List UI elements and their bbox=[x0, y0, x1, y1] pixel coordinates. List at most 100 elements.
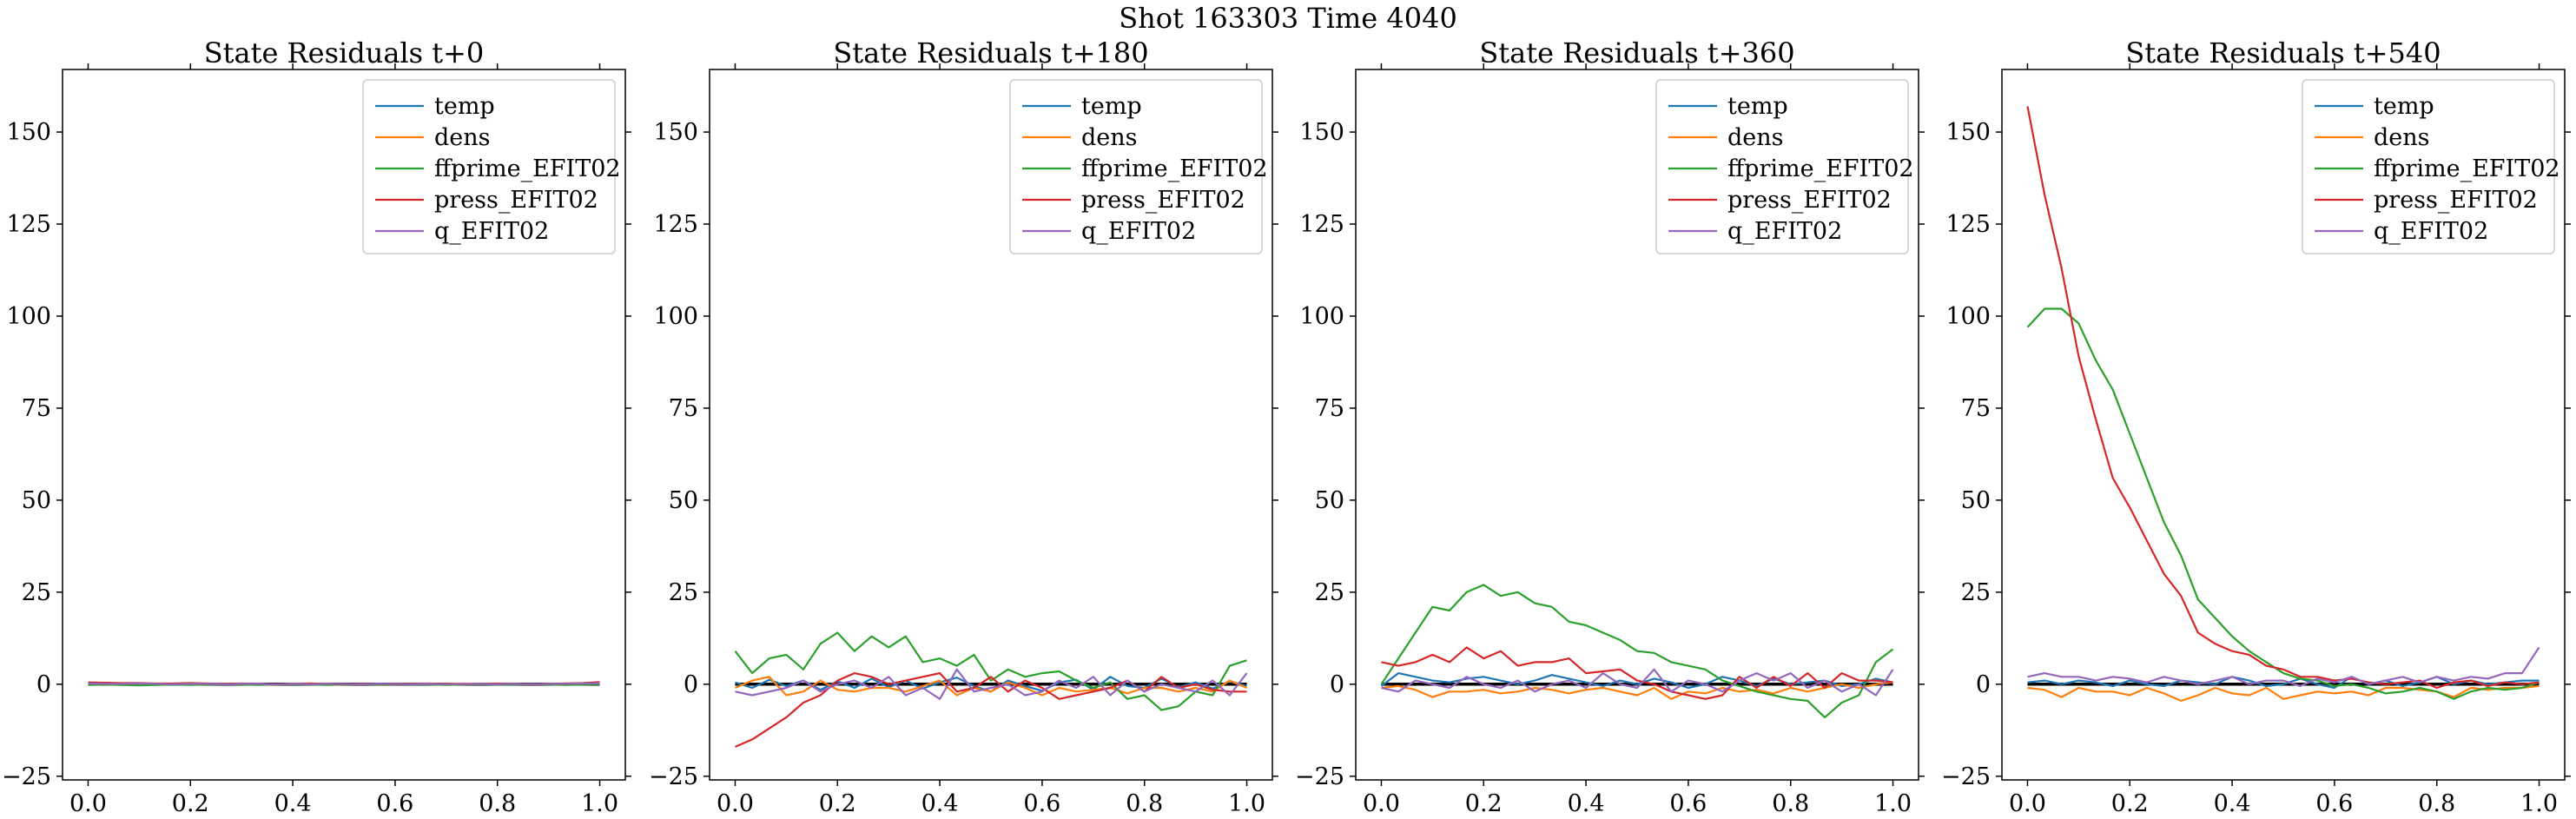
legend-label: temp bbox=[434, 93, 495, 120]
legend-label: dens bbox=[2374, 124, 2430, 151]
legend-label: q_EFIT02 bbox=[2374, 218, 2488, 245]
legend-label: dens bbox=[434, 124, 491, 151]
series-line-press-efit02 bbox=[2026, 106, 2540, 690]
y-tick-label: 0 bbox=[684, 671, 698, 698]
legend-box bbox=[2302, 79, 2555, 254]
series-line-dens bbox=[1381, 681, 1893, 700]
series-line-ffprime-efit02 bbox=[2026, 307, 2540, 700]
chart-title: State Residuals t+180 bbox=[833, 36, 1148, 69]
chart-title: State Residuals t+360 bbox=[1479, 36, 1794, 69]
x-tick-label: 0.6 bbox=[2315, 790, 2353, 817]
y-tick-label: 50 bbox=[1961, 487, 1991, 514]
legend-label: q_EFIT02 bbox=[1081, 218, 1196, 245]
x-tick-label: 0.4 bbox=[1568, 790, 1605, 817]
series-line-temp bbox=[2027, 676, 2540, 690]
x-tick-label: 0.0 bbox=[1363, 790, 1400, 817]
y-tick-label: −25 bbox=[2, 763, 51, 790]
chart-panel-3: State Residuals t+540 −25 0 25 50 75 100 125 150… bbox=[1941, 36, 2571, 817]
chart-panel-2: State Residuals t+360 −25 0 25 50 75 100 125 150… bbox=[1295, 36, 1925, 817]
x-tick-label: 0.8 bbox=[1126, 790, 1163, 817]
x-tick-label: 0.4 bbox=[274, 790, 312, 817]
y-tick-label: 25 bbox=[669, 579, 698, 606]
legend-label: temp bbox=[1081, 93, 1142, 120]
legend-box bbox=[362, 79, 616, 254]
y-tick-label: 125 bbox=[1299, 211, 1344, 238]
series-line-q-efit02 bbox=[1381, 668, 1894, 697]
x-tick-label: 0.2 bbox=[2111, 790, 2149, 817]
chart-panel-0: State Residuals t+0 −25 0 25 50 75 100 125 150 0.… bbox=[2, 36, 631, 817]
series-line-dens bbox=[735, 676, 1247, 697]
series-line-press-efit02 bbox=[735, 671, 1247, 748]
legend-label: ffprime_EFIT02 bbox=[2374, 155, 2560, 182]
legend: temp dens ffprime_EFIT02 press_EFIT02 q_EFIT… bbox=[1009, 79, 1268, 254]
legend-label: q_EFIT02 bbox=[434, 218, 549, 245]
y-tick-label: 100 bbox=[1945, 303, 1991, 330]
series-line-q-efit02 bbox=[735, 668, 1248, 700]
legend-label: ffprime_EFIT02 bbox=[1727, 155, 1914, 182]
y-tick-label: 150 bbox=[1299, 119, 1344, 146]
y-tick-label: 125 bbox=[653, 211, 698, 238]
y-tick-label: 150 bbox=[6, 119, 51, 146]
series-line-ffprime-efit02 bbox=[734, 631, 1247, 711]
legend-label: ffprime_EFIT02 bbox=[434, 155, 621, 182]
legend-label: temp bbox=[2374, 93, 2434, 120]
legend-label: press_EFIT02 bbox=[1081, 187, 1245, 214]
x-tick-label: 0.4 bbox=[2214, 790, 2251, 817]
plot-frame bbox=[2001, 69, 2566, 781]
y-tick-label: 50 bbox=[1315, 487, 1344, 514]
legend-label: dens bbox=[1081, 124, 1138, 151]
y-tick-label: 100 bbox=[1299, 303, 1344, 330]
y-tick-label: 75 bbox=[669, 395, 698, 422]
y-tick-label: −25 bbox=[1941, 763, 1991, 790]
chart-title: State Residuals t+540 bbox=[2125, 36, 2441, 69]
legend: temp dens ffprime_EFIT02 press_EFIT02 q_EFIT… bbox=[2302, 79, 2560, 254]
y-tick-label: 75 bbox=[1961, 395, 1991, 422]
y-tick-label: 0 bbox=[1976, 671, 1991, 698]
x-tick-label: 1.0 bbox=[581, 790, 618, 817]
y-tick-label: 50 bbox=[22, 487, 51, 514]
y-tick-label: −25 bbox=[1295, 763, 1344, 790]
y-tick-label: 125 bbox=[1945, 211, 1991, 238]
legend: temp dens ffprime_EFIT02 press_EFIT02 q_EFIT… bbox=[362, 79, 621, 254]
series-line-dens bbox=[2027, 684, 2540, 703]
x-tick-label: 0.8 bbox=[2418, 790, 2455, 817]
legend-label: ffprime_EFIT02 bbox=[1081, 155, 1268, 182]
panels-container: State Residuals t+0 −25 0 25 50 75 100 125 150 0.… bbox=[2, 36, 2571, 817]
y-tick-label: 75 bbox=[1315, 395, 1344, 422]
legend: temp dens ffprime_EFIT02 press_EFIT02 q_EFIT… bbox=[1655, 79, 1914, 254]
x-tick-label: 1.0 bbox=[1874, 790, 1912, 817]
x-tick-label: 0.6 bbox=[376, 790, 413, 817]
x-tick-label: 0.2 bbox=[1465, 790, 1503, 817]
y-tick-label: 100 bbox=[6, 303, 51, 330]
x-tick-label: 0.0 bbox=[2009, 790, 2046, 817]
x-tick-label: 1.0 bbox=[2520, 790, 2558, 817]
y-tick-label: 150 bbox=[653, 119, 698, 146]
y-tick-label: 25 bbox=[1315, 579, 1344, 606]
legend-label: dens bbox=[1727, 124, 1784, 151]
x-tick-label: 0.6 bbox=[1023, 790, 1060, 817]
legend-label: q_EFIT02 bbox=[1727, 218, 1842, 245]
y-tick-label: 125 bbox=[6, 211, 51, 238]
series-line-q-efit02 bbox=[2027, 646, 2540, 688]
x-tick-label: 1.0 bbox=[1228, 790, 1265, 817]
plot-frame bbox=[62, 69, 626, 781]
x-tick-label: 0.6 bbox=[1669, 790, 1707, 817]
x-tick-label: 0.4 bbox=[921, 790, 959, 817]
y-tick-label: 150 bbox=[1945, 119, 1991, 146]
series-line-temp bbox=[1380, 671, 1893, 690]
legend-label: press_EFIT02 bbox=[2374, 187, 2538, 214]
chart-title: State Residuals t+0 bbox=[204, 36, 485, 69]
y-tick-label: 25 bbox=[22, 579, 51, 606]
x-tick-label: 0.0 bbox=[717, 790, 754, 817]
y-tick-label: −25 bbox=[649, 763, 698, 790]
legend-label: press_EFIT02 bbox=[434, 187, 598, 214]
chart-panel-1: State Residuals t+180 −25 0 25 50 75 100 125 150… bbox=[649, 36, 1278, 817]
legend-box bbox=[1009, 79, 1263, 254]
x-tick-label: 0.8 bbox=[1772, 790, 1809, 817]
series-line-press-efit02 bbox=[1381, 646, 1893, 700]
legend-label: press_EFIT02 bbox=[1727, 187, 1892, 214]
y-tick-label: 100 bbox=[653, 303, 698, 330]
legend-box bbox=[1655, 79, 1909, 254]
y-tick-label: 0 bbox=[1330, 671, 1344, 698]
